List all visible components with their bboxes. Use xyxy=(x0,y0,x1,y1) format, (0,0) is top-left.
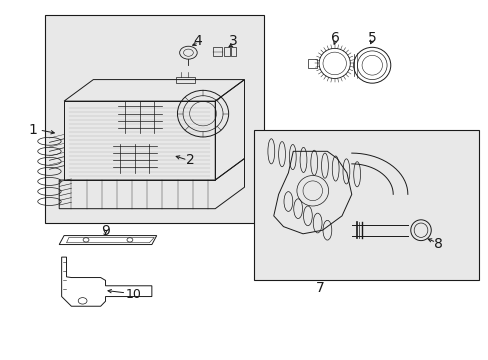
Text: 5: 5 xyxy=(367,31,376,45)
Text: 2: 2 xyxy=(185,153,194,167)
Bar xyxy=(231,47,236,56)
Text: 6: 6 xyxy=(330,31,340,45)
Bar xyxy=(176,77,194,83)
Bar xyxy=(254,130,478,280)
Bar xyxy=(223,47,230,56)
Text: 8: 8 xyxy=(433,237,442,251)
Text: 7: 7 xyxy=(315,280,324,294)
Text: 1: 1 xyxy=(28,123,37,137)
Text: 4: 4 xyxy=(193,34,202,48)
Text: 9: 9 xyxy=(101,224,110,238)
Text: 3: 3 xyxy=(229,34,238,48)
Bar xyxy=(44,15,264,223)
Bar xyxy=(308,59,317,68)
Bar xyxy=(212,47,221,56)
Text: 10: 10 xyxy=(125,288,141,301)
